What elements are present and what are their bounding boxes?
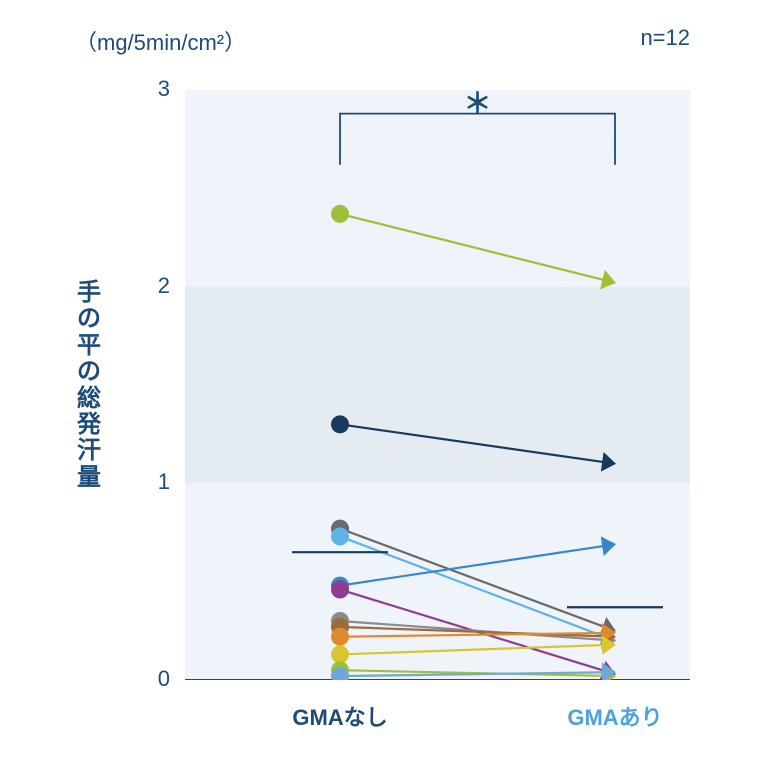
y-tick-label: 3	[140, 76, 170, 102]
x-category-label: GMAなし	[280, 700, 400, 732]
significance-asterisk: ＊	[463, 82, 493, 122]
x-category-label: GMAあり	[555, 700, 675, 732]
y-tick-label: 1	[140, 469, 170, 495]
y-tick-label: 0	[140, 666, 170, 692]
unit-label: （mg/5min/cm²）	[75, 25, 246, 57]
chart-container: （mg/5min/cm²） n=12 手の平の総発汗量 0 1 2 3 GMAなし GM…	[0, 0, 760, 768]
plot-area	[185, 90, 690, 680]
y-axis-title: 手の平の総発汗量	[75, 280, 103, 491]
sample-size-label: n=12	[640, 25, 690, 51]
y-tick-label: 2	[140, 273, 170, 299]
